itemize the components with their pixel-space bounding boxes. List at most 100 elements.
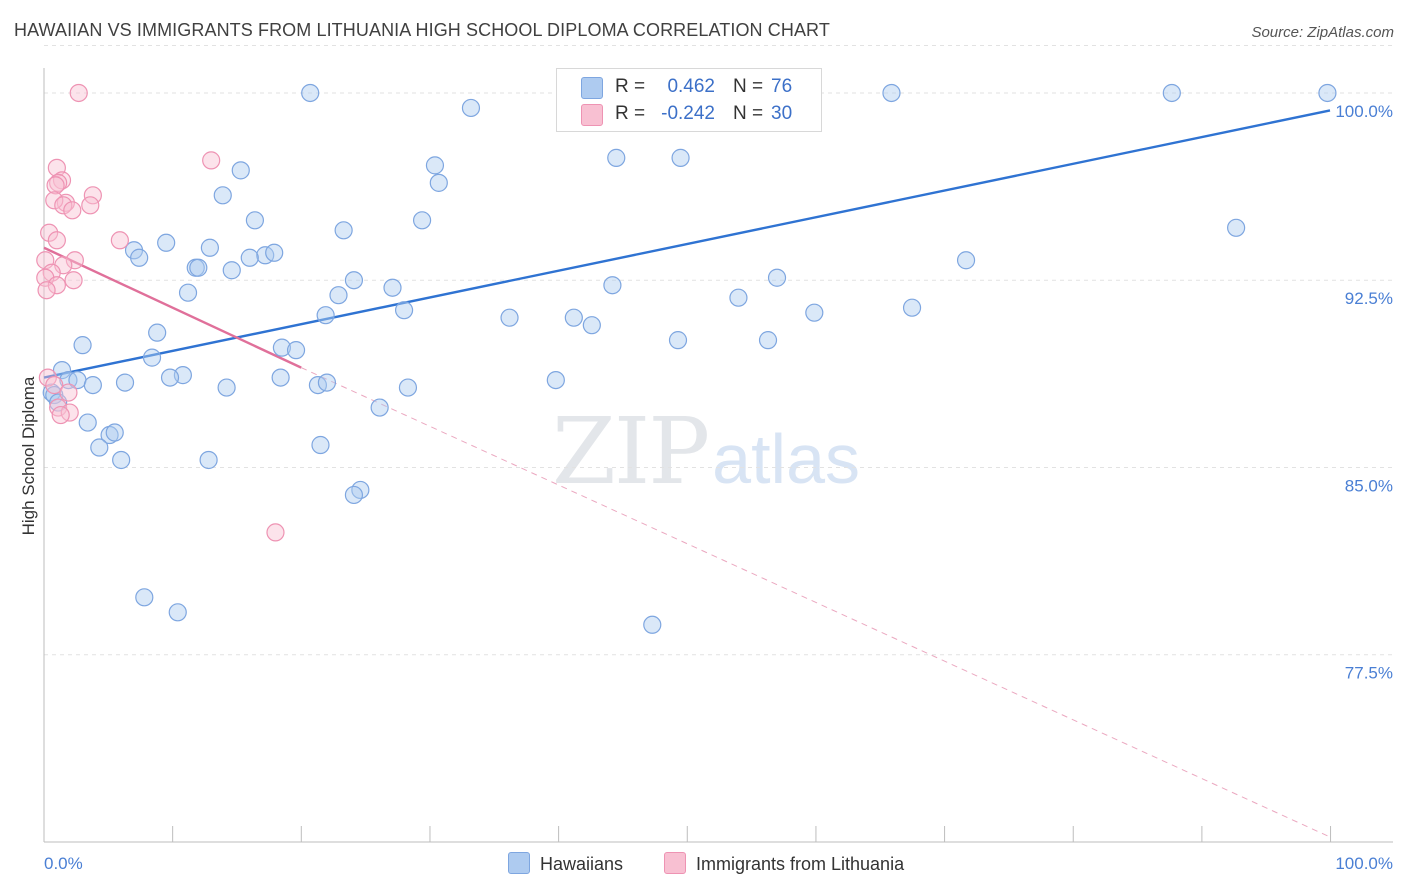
point-hawaiians bbox=[272, 338, 292, 357]
y-axis-label: High School Diploma bbox=[19, 376, 38, 535]
point-hawaiians bbox=[157, 233, 176, 252]
point-hawaiians bbox=[240, 248, 259, 267]
point-hawaiians bbox=[461, 98, 481, 118]
point-hawaiians bbox=[317, 373, 337, 392]
y-tick-label: 100.0% bbox=[1335, 102, 1393, 121]
x-tick-label-max: 100.0% bbox=[1335, 854, 1393, 873]
point-hawaiians bbox=[301, 83, 320, 103]
y-tick-label: 92.5% bbox=[1345, 289, 1393, 308]
legend-n-value: 76 bbox=[771, 76, 793, 97]
bottom-legend-lithuania: Immigrants from Lithuania bbox=[664, 852, 904, 875]
point-lithuania bbox=[54, 196, 73, 215]
point-hawaiians bbox=[329, 286, 348, 305]
point-hawaiians bbox=[902, 298, 922, 317]
point-hawaiians bbox=[160, 368, 180, 387]
trendline-lithuania bbox=[43, 246, 302, 369]
point-hawaiians bbox=[286, 341, 306, 360]
trendline-lithuania-extrapolated bbox=[300, 367, 1331, 838]
point-hawaiians bbox=[316, 306, 335, 325]
point-lithuania bbox=[45, 191, 64, 210]
point-hawaiians bbox=[956, 251, 976, 270]
point-hawaiians bbox=[213, 186, 232, 205]
point-hawaiians bbox=[311, 435, 330, 455]
point-hawaiians bbox=[148, 323, 167, 342]
point-hawaiians bbox=[671, 148, 690, 167]
point-hawaiians bbox=[52, 361, 72, 380]
point-lithuania bbox=[46, 176, 65, 195]
data-points bbox=[36, 83, 1337, 634]
point-lithuania bbox=[51, 405, 70, 425]
point-hawaiians bbox=[546, 370, 565, 390]
point-lithuania bbox=[65, 251, 84, 270]
point-hawaiians bbox=[758, 331, 778, 350]
legend-r-label: R = bbox=[615, 76, 646, 97]
legend-r-value: 0.462 bbox=[667, 76, 715, 97]
point-hawaiians bbox=[168, 603, 187, 622]
point-hawaiians bbox=[78, 413, 97, 432]
legend-r-label: R = bbox=[615, 103, 646, 124]
point-lithuania bbox=[45, 375, 64, 395]
point-hawaiians bbox=[1318, 83, 1337, 103]
point-hawaiians bbox=[500, 308, 519, 327]
point-lithuania bbox=[63, 201, 82, 220]
legend-n-value: 30 bbox=[771, 103, 793, 124]
x-tick-label-min: 0.0% bbox=[44, 854, 83, 873]
trendlines bbox=[43, 109, 1331, 838]
bottom-legend-hawaiians: Hawaiians bbox=[508, 852, 623, 875]
point-hawaiians bbox=[112, 450, 131, 470]
point-hawaiians bbox=[767, 268, 787, 287]
point-hawaiians bbox=[231, 161, 250, 180]
point-hawaiians bbox=[90, 438, 109, 457]
point-lithuania bbox=[38, 368, 57, 387]
point-hawaiians bbox=[1162, 83, 1181, 103]
point-hawaiians bbox=[643, 615, 662, 634]
bottom-legend-label-hawaiians: Hawaiians bbox=[540, 854, 624, 874]
y-tick-label: 85.0% bbox=[1345, 476, 1393, 495]
point-hawaiians bbox=[805, 303, 824, 322]
point-hawaiians bbox=[222, 261, 241, 280]
grid-lines bbox=[44, 45, 1393, 656]
legend-n-label: N = bbox=[733, 76, 764, 97]
point-hawaiians bbox=[564, 308, 583, 327]
point-hawaiians bbox=[199, 450, 218, 470]
point-hawaiians bbox=[105, 423, 124, 442]
point-lithuania bbox=[47, 276, 66, 295]
point-hawaiians bbox=[271, 368, 290, 387]
point-lithuania bbox=[37, 281, 56, 300]
point-hawaiians bbox=[668, 331, 688, 350]
point-hawaiians bbox=[882, 83, 901, 103]
point-hawaiians bbox=[189, 258, 208, 277]
point-hawaiians bbox=[398, 378, 418, 397]
point-lithuania bbox=[47, 231, 66, 250]
point-hawaiians bbox=[73, 336, 92, 355]
legend-n-label: N = bbox=[733, 103, 764, 124]
point-hawaiians bbox=[334, 221, 353, 240]
source-label: Source: ZipAtlas.com bbox=[1251, 24, 1394, 41]
point-lithuania bbox=[64, 271, 83, 290]
point-hawaiians bbox=[200, 238, 219, 257]
point-lithuania bbox=[49, 173, 68, 192]
point-hawaiians bbox=[344, 271, 364, 290]
axes: 77.5% 85.0% 92.5% 100.0% 0.0% 100.0% bbox=[43, 68, 1393, 873]
watermark: ZIPatlas bbox=[552, 398, 860, 505]
legend-row-lithuania: R = -0.242 N = 30 bbox=[557, 101, 821, 127]
watermark-atlas: atlas bbox=[712, 420, 861, 498]
watermark-zip: ZIP bbox=[552, 398, 710, 505]
point-hawaiians bbox=[603, 276, 622, 295]
point-hawaiians bbox=[142, 348, 162, 367]
point-hawaiians bbox=[344, 485, 364, 505]
y-tick-label: 77.5% bbox=[1345, 664, 1393, 683]
bottom-legend-swatch-hawaiians bbox=[508, 852, 530, 874]
point-lithuania bbox=[49, 398, 68, 417]
point-lithuania bbox=[110, 231, 129, 250]
point-hawaiians bbox=[383, 278, 402, 297]
point-lithuania bbox=[266, 523, 285, 542]
point-lithuania bbox=[56, 193, 75, 212]
point-hawaiians bbox=[130, 248, 149, 267]
point-hawaiians bbox=[1227, 218, 1246, 237]
point-hawaiians bbox=[135, 588, 154, 607]
point-hawaiians bbox=[412, 211, 432, 230]
point-hawaiians bbox=[370, 398, 389, 417]
point-hawaiians bbox=[429, 173, 448, 192]
legend-r-value: -0.242 bbox=[661, 103, 715, 124]
